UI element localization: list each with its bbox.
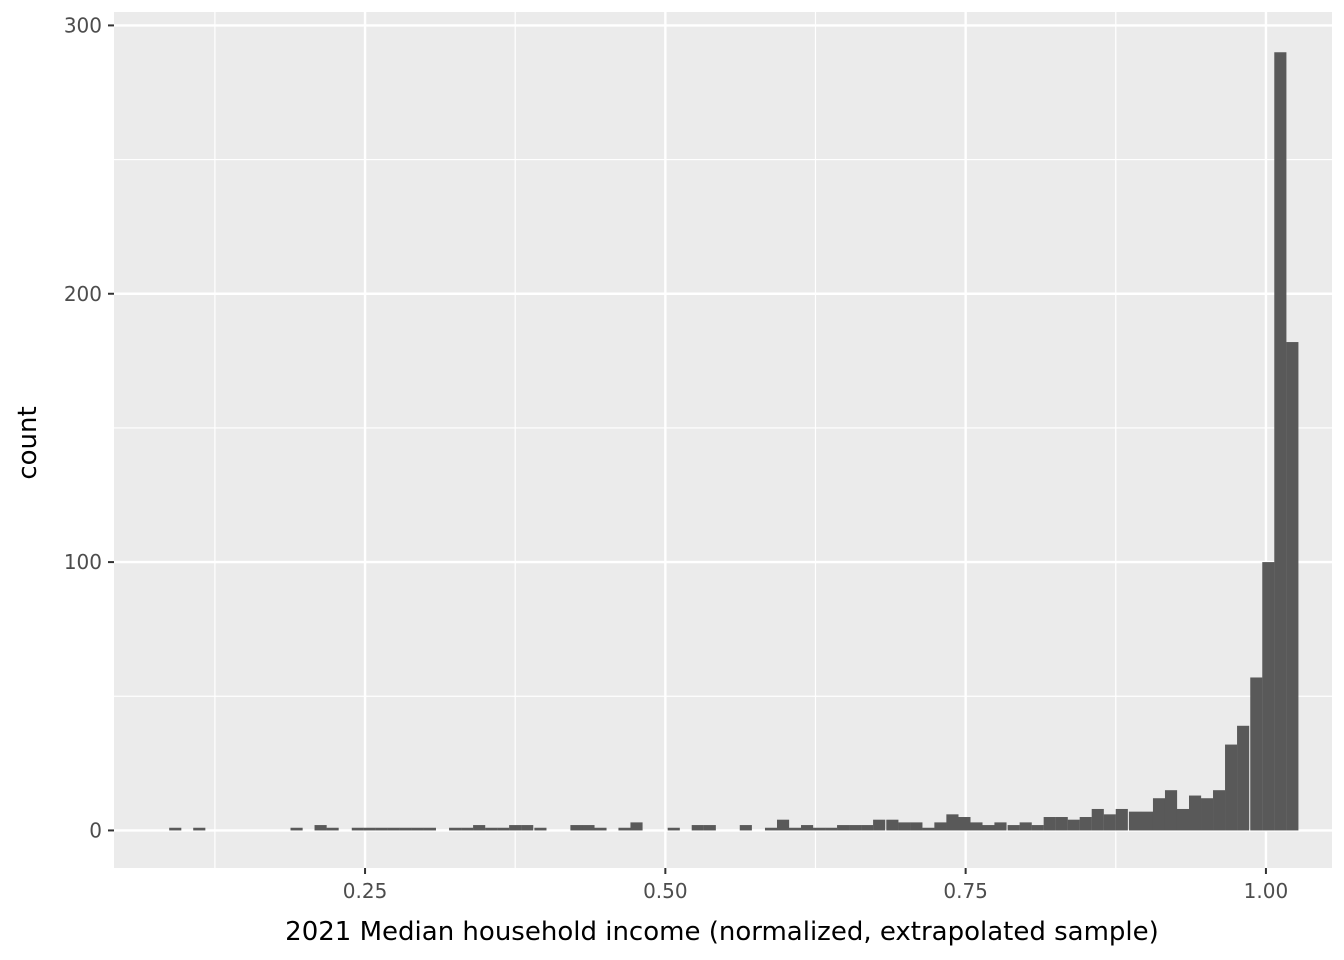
histogram-bar bbox=[813, 827, 826, 831]
histogram-bar bbox=[934, 822, 947, 831]
histogram-bar bbox=[849, 825, 862, 831]
histogram-bar bbox=[363, 827, 376, 831]
histogram-bar bbox=[1188, 795, 1202, 831]
histogram-bar bbox=[387, 827, 400, 831]
histogram-bar bbox=[399, 827, 412, 831]
histogram-bar bbox=[1152, 798, 1166, 831]
histogram-bar bbox=[789, 827, 802, 831]
histogram-bar bbox=[1250, 677, 1263, 831]
histogram-bar bbox=[958, 817, 971, 831]
histogram-bar bbox=[691, 825, 704, 831]
histogram-bar bbox=[1043, 817, 1056, 831]
histogram-bar bbox=[1103, 814, 1116, 831]
histogram-bar bbox=[982, 825, 995, 831]
histogram-bar bbox=[582, 825, 595, 831]
histogram-bar bbox=[1164, 790, 1178, 831]
histogram-bar bbox=[411, 827, 424, 831]
x-tick-label: 0.75 bbox=[943, 879, 988, 903]
histogram-bar bbox=[1237, 725, 1250, 831]
histogram-bar bbox=[739, 825, 752, 831]
histogram-bar bbox=[1128, 811, 1142, 831]
histogram-bar bbox=[1140, 811, 1154, 831]
histogram-bar bbox=[1201, 798, 1214, 831]
histogram-bar bbox=[801, 825, 814, 831]
minor-gridlines bbox=[114, 12, 1332, 868]
histogram-bar bbox=[485, 827, 498, 831]
x-axis-title: 2021 Median household income (normalized… bbox=[285, 917, 1159, 947]
histogram-bar bbox=[1019, 822, 1032, 831]
histogram-bar bbox=[1176, 808, 1190, 831]
histogram-bar bbox=[326, 827, 339, 831]
histogram-bar bbox=[776, 819, 790, 831]
x-tick-label: 0.25 bbox=[343, 879, 388, 903]
histogram-bar bbox=[290, 827, 303, 831]
y-tick-label: 0 bbox=[89, 818, 102, 842]
histogram-bar bbox=[1031, 825, 1044, 831]
histogram-bar bbox=[193, 827, 206, 831]
histogram-bar bbox=[1091, 808, 1104, 831]
histogram-bar bbox=[1007, 825, 1020, 831]
histogram-bars bbox=[169, 52, 1299, 831]
histogram-bar bbox=[473, 825, 486, 831]
y-tick-label: 100 bbox=[64, 550, 102, 574]
histogram-bar bbox=[534, 827, 547, 831]
histogram-bar bbox=[1079, 817, 1092, 831]
histogram-bar bbox=[351, 827, 364, 831]
histogram-bar bbox=[764, 827, 778, 831]
histogram-bar bbox=[667, 827, 680, 831]
histogram-bar bbox=[497, 827, 510, 831]
histogram-bar bbox=[861, 825, 874, 831]
histogram-bar bbox=[1225, 744, 1238, 831]
histogram-bar bbox=[703, 825, 716, 831]
histogram-bar bbox=[1286, 342, 1299, 831]
histogram-bar bbox=[994, 822, 1007, 831]
panel-background bbox=[114, 12, 1332, 868]
histogram-bar bbox=[898, 822, 911, 831]
histogram-bar bbox=[1274, 52, 1287, 831]
histogram-bar bbox=[1115, 808, 1128, 831]
histogram-bar bbox=[509, 825, 522, 831]
y-tick-label: 200 bbox=[64, 282, 102, 306]
histogram-bar bbox=[922, 827, 935, 831]
histogram-bar bbox=[873, 819, 886, 831]
histogram-bar bbox=[375, 827, 388, 831]
histogram-bar bbox=[946, 814, 959, 831]
histogram-bar bbox=[314, 825, 327, 831]
histogram-bar bbox=[169, 827, 182, 831]
histogram-bar bbox=[521, 825, 534, 831]
histogram-bar bbox=[910, 822, 923, 831]
histogram-bar bbox=[618, 827, 631, 831]
histogram-bar bbox=[1055, 817, 1068, 831]
y-axis: 0 100 200 300 bbox=[64, 13, 114, 842]
histogram-bar bbox=[1213, 790, 1226, 831]
histogram-bar bbox=[461, 827, 474, 831]
x-axis: 0.25 0.50 0.75 1.00 bbox=[343, 868, 1288, 903]
histogram-bar bbox=[886, 819, 899, 831]
histogram-bar bbox=[594, 827, 607, 831]
y-axis-title: count bbox=[13, 406, 43, 479]
histogram-bar bbox=[449, 827, 462, 831]
histogram-bar bbox=[837, 825, 850, 831]
histogram-bar bbox=[970, 822, 983, 831]
histogram-bar bbox=[570, 825, 583, 831]
histogram-bar bbox=[825, 827, 838, 831]
x-tick-label: 0.50 bbox=[643, 879, 688, 903]
x-tick-label: 1.00 bbox=[1244, 879, 1289, 903]
histogram-bar bbox=[630, 822, 643, 831]
histogram-bar bbox=[423, 827, 436, 831]
histogram-bar bbox=[1262, 562, 1275, 831]
histogram-bar bbox=[1067, 819, 1080, 831]
y-tick-label: 300 bbox=[64, 13, 102, 37]
